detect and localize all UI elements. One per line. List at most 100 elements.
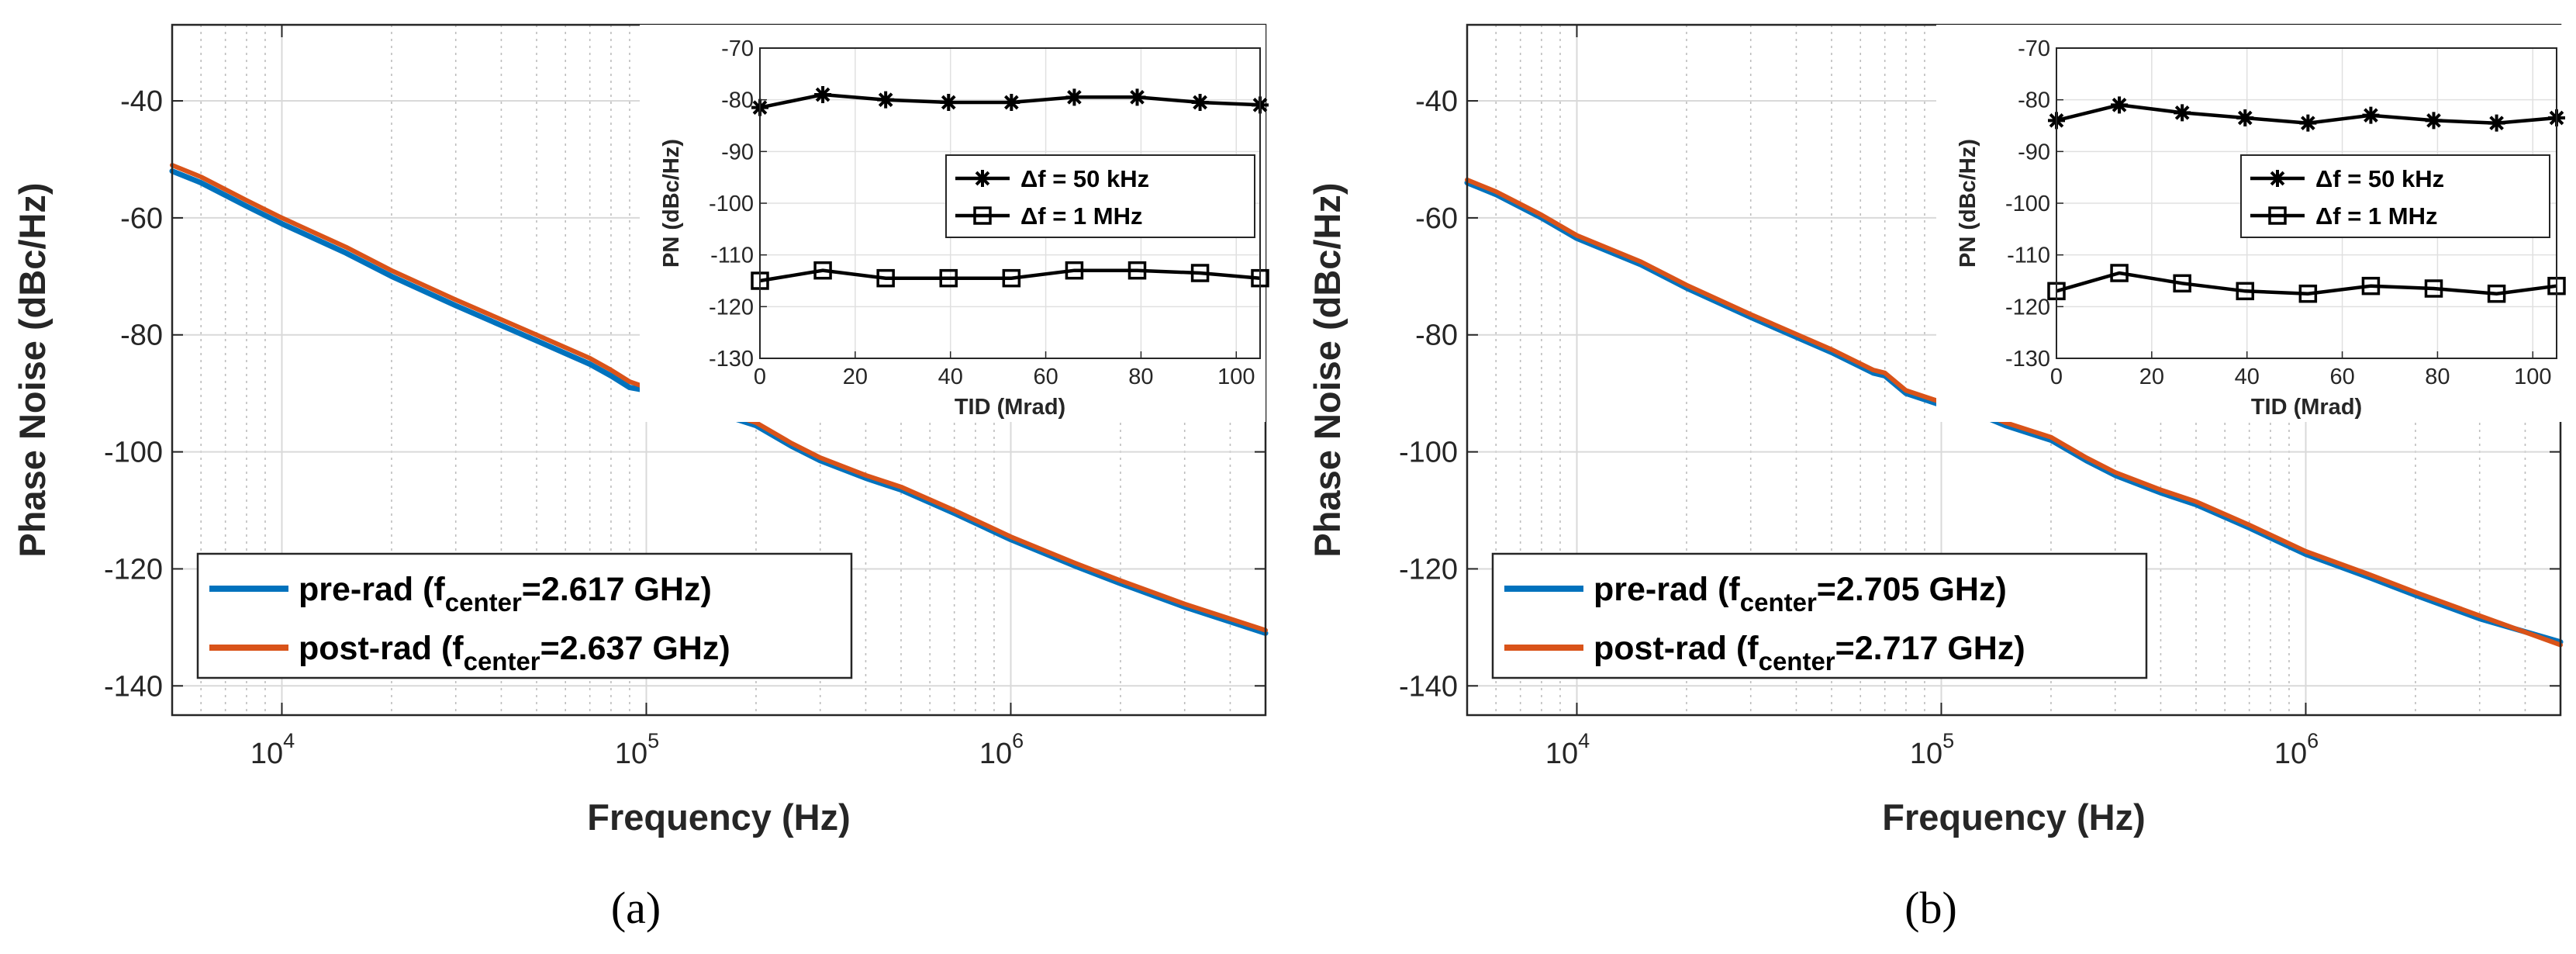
- y-axis-label: Phase Noise (dBc/Hz): [12, 182, 53, 557]
- inset-x-tick-label: 20: [2139, 365, 2164, 389]
- inset-x-tick-label: 0: [754, 365, 766, 389]
- x-tick-label: 104: [1545, 729, 1590, 770]
- x-tick-base: 10: [250, 738, 283, 770]
- legend-subscript: center: [1759, 647, 1835, 676]
- legend-box: [196, 552, 853, 679]
- legend-text: pre-rad (f: [1594, 571, 1740, 608]
- inset-y-axis-label: PN (dBc/Hz): [659, 139, 684, 268]
- x-tick-label: 105: [615, 729, 659, 770]
- inset-y-tick-label: -120: [709, 295, 754, 320]
- inset-legend-box: [2240, 154, 2550, 238]
- inset-y-axis-label: PN (dBc/Hz): [1956, 139, 1980, 268]
- y-tick-label: -80: [1415, 320, 1458, 352]
- inset-point-square: [2298, 284, 2318, 303]
- x-tick-label: 105: [1910, 729, 1954, 770]
- inset-point-asterisk: [1191, 94, 1209, 111]
- inset-y-tick-label: -90: [721, 140, 754, 164]
- y-tick-label: -140: [1399, 670, 1458, 703]
- legend-label-pre-rad: pre-rad (fcenter=2.705 GHz): [1594, 571, 2007, 617]
- inset-x-tick-label: 40: [938, 365, 963, 389]
- inset-x-axis-label: TID (Mrad): [955, 395, 1065, 420]
- x-tick-exponent: 4: [1578, 729, 1590, 752]
- inset-point-square: [2424, 279, 2443, 298]
- legend-text: pre-rad (f: [299, 571, 445, 608]
- x-tick-label: 106: [2274, 729, 2319, 770]
- inset-y-tick-label: -70: [721, 36, 754, 61]
- inset-point-asterisk: [2488, 114, 2505, 132]
- inset-legend-marker-asterisk: [2269, 170, 2286, 187]
- x-tick-exponent: 5: [1942, 729, 1954, 752]
- inset-x-tick-label: 60: [2329, 365, 2354, 389]
- inset-point-square: [1190, 264, 1210, 282]
- inset-x-axis-label: TID (Mrad): [2251, 395, 2362, 420]
- inset-x-tick-label: 40: [2235, 365, 2260, 389]
- inset-x-tick-label: 60: [1033, 365, 1058, 389]
- legend-subscript: center: [464, 647, 540, 676]
- inset-x-tick-label: 80: [1128, 365, 1153, 389]
- legend-label-post-rad: post-rad (fcenter=2.717 GHz): [1594, 630, 2025, 676]
- legend-label-post-rad: post-rad (fcenter=2.637 GHz): [299, 630, 730, 676]
- legend-text: =2.717 GHz): [1835, 630, 2025, 667]
- legend-text: post-rad (f: [299, 630, 464, 667]
- inset-point-square: [813, 261, 832, 280]
- inset-y-tick-label: -110: [2007, 244, 2050, 268]
- y-axis-label: Phase Noise (dBc/Hz): [1307, 182, 1348, 557]
- inset-y-tick-label: -100: [709, 192, 754, 216]
- inset-point-asterisk: [2236, 109, 2254, 126]
- legend-subscript: center: [445, 588, 522, 617]
- inset-y-tick-label: -70: [2018, 36, 2050, 61]
- x-axis-label: Frequency (Hz): [1882, 797, 2146, 838]
- inset-point-square: [2236, 282, 2255, 301]
- x-tick-base: 10: [1910, 738, 1942, 770]
- y-tick-label: -60: [120, 202, 163, 235]
- inset-y-tick-label: -80: [721, 88, 754, 113]
- inset-legend-label: Δf = 50 kHz: [2315, 165, 2444, 192]
- legend-box: [1491, 552, 2148, 679]
- legend-text: post-rad (f: [1594, 630, 1759, 667]
- panel-caption: (a): [611, 883, 661, 933]
- inset-y-tick-label: -80: [2018, 88, 2050, 113]
- inset-legend-marker-square: [2268, 206, 2287, 225]
- legend: pre-rad (fcenter=2.705 GHz) post-rad (fce…: [1491, 552, 2148, 679]
- x-tick-base: 10: [615, 738, 647, 770]
- inset-series-line-square: [2056, 271, 2557, 296]
- inset-y-tick-label: -100: [2005, 192, 2050, 216]
- legend-label-pre-rad: pre-rad (fcenter=2.617 GHz): [299, 571, 712, 617]
- y-tick-label: -80: [120, 320, 163, 352]
- inset-point-square: [1002, 268, 1021, 288]
- inset-y-tick-label: -130: [709, 347, 754, 372]
- inset-y-tick-label: -110: [710, 244, 754, 268]
- inset-legend: Δf = 50 kHz Δf = 1 MHz: [945, 154, 1255, 238]
- x-tick-exponent: 6: [1012, 729, 1024, 752]
- y-tick-label: -140: [104, 670, 163, 703]
- legend-text: =2.637 GHz): [540, 630, 730, 667]
- inset-point-asterisk: [940, 94, 958, 111]
- inset-point-square: [1127, 261, 1147, 280]
- inset-point-asterisk: [2111, 96, 2129, 114]
- x-tick-base: 10: [979, 738, 1012, 770]
- inset-point-square: [2110, 264, 2129, 282]
- x-tick-label: 104: [250, 729, 295, 770]
- x-tick-exponent: 5: [647, 729, 659, 752]
- inset-legend-marker-square: [973, 206, 992, 225]
- legend: pre-rad (fcenter=2.617 GHz)post-rad (fce…: [196, 552, 853, 679]
- inset-point-asterisk: [1128, 88, 1146, 106]
- inset-point-asterisk: [814, 86, 832, 103]
- inset-point-asterisk: [2299, 114, 2317, 132]
- inset-legend: Δf = 50 kHz Δf = 1 MHz: [2240, 154, 2550, 238]
- y-tick-label: -40: [120, 85, 163, 118]
- x-tick-exponent: 6: [2307, 729, 2319, 752]
- inset-x-tick-label: 0: [2050, 365, 2063, 389]
- x-tick-label: 106: [979, 729, 1024, 770]
- inset-point-square: [876, 268, 895, 288]
- x-axis-label: Frequency (Hz): [587, 797, 851, 838]
- y-tick-label: -120: [1399, 553, 1458, 586]
- inset-x-tick-label: 100: [2514, 365, 2551, 389]
- inset-y-tick-label: -130: [2005, 347, 2050, 372]
- inset-point-square: [2173, 274, 2191, 293]
